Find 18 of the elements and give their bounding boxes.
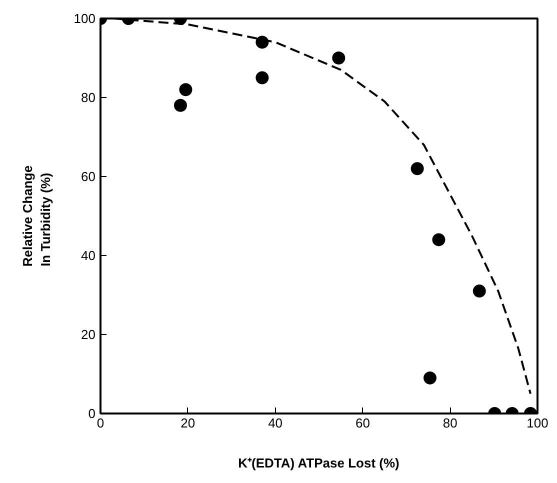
y-tick-label: 100	[74, 11, 96, 26]
y-tick-label: 40	[81, 248, 96, 263]
point	[410, 162, 424, 176]
y-tick-label: 80	[81, 90, 96, 105]
y-tick-label: 60	[81, 169, 96, 184]
x-tick-label: 80	[442, 416, 458, 430]
y-tick-label: 20	[81, 327, 96, 342]
point	[256, 71, 269, 84]
point	[432, 233, 446, 246]
point	[174, 98, 187, 112]
x-tick-label: 100	[526, 416, 548, 430]
x-tick-label: 60	[355, 416, 370, 430]
x-tick-label: 40	[268, 416, 283, 430]
x-axis-title: K⁺(EDTA) ATPase Lost (%)	[238, 456, 400, 470]
y-axis-title: Relative Change In Turbidity (%)	[20, 165, 53, 267]
y-tick-label: 0	[88, 406, 96, 421]
point	[179, 83, 192, 96]
x-tick-label: 20	[180, 416, 196, 430]
